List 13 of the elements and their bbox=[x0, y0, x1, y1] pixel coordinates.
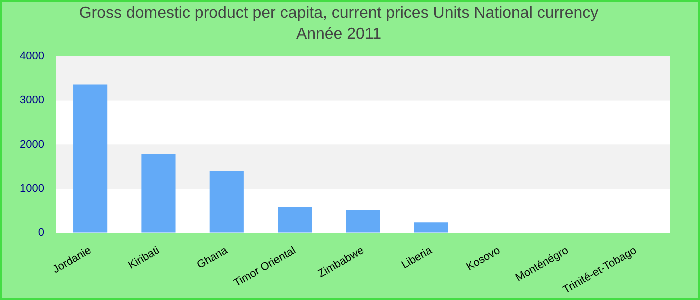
y-tick-label: 3000 bbox=[20, 94, 44, 107]
y-tick-label: 0 bbox=[38, 227, 44, 240]
bar bbox=[210, 171, 244, 233]
y-tick-label: 4000 bbox=[20, 50, 44, 62]
y-tick-label: 2000 bbox=[20, 138, 44, 151]
chart-title: Gross domestic product per capita, current prices Units National currency bbox=[79, 5, 599, 22]
bar bbox=[142, 154, 176, 233]
chart-subtitle: Année 2011 bbox=[296, 26, 382, 44]
bar bbox=[346, 210, 380, 233]
y-tick-label: 1000 bbox=[20, 183, 44, 196]
bar bbox=[74, 84, 108, 233]
bar bbox=[278, 207, 312, 233]
bar bbox=[414, 222, 448, 233]
